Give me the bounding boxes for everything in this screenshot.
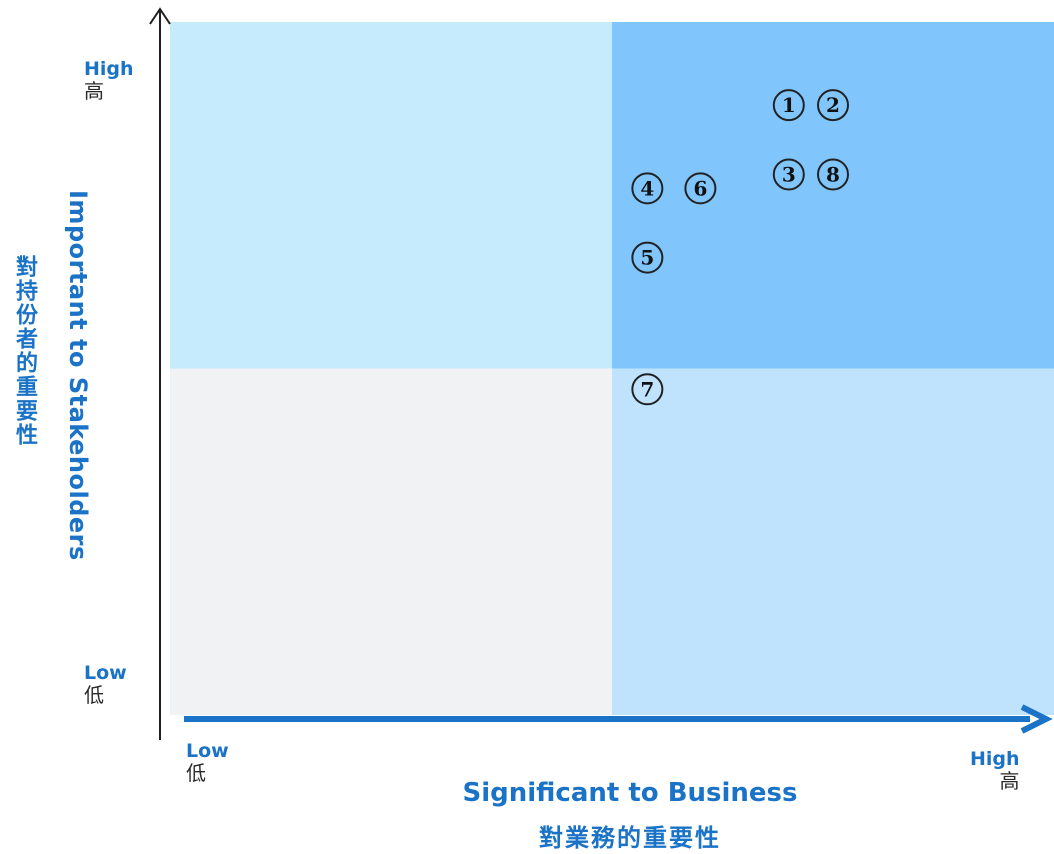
point-marker <box>684 172 717 205</box>
point-marker <box>772 89 805 122</box>
x-axis-arrowhead <box>1020 704 1053 734</box>
y-axis-arrowhead <box>149 7 171 25</box>
y-axis-title-zh: 對持份者的重要性 <box>12 255 37 447</box>
x-axis-title: Significant to Business <box>462 778 798 808</box>
point-marker <box>817 158 849 191</box>
quadrant-top-left <box>170 22 612 369</box>
point-label: 5 <box>640 246 654 270</box>
point-marker <box>631 241 664 274</box>
point-label: 4 <box>640 176 654 200</box>
point-marker <box>631 373 664 406</box>
point-label: 8 <box>826 162 840 186</box>
point-marker <box>631 172 664 205</box>
y-low-label: Low 低 <box>84 662 127 707</box>
x-low-label: Low 低 <box>186 740 229 785</box>
point-label: 1 <box>782 93 796 117</box>
y-axis-title: Important to Stakeholders <box>64 190 92 561</box>
point-label: 3 <box>782 162 796 186</box>
point-label: 6 <box>693 176 707 200</box>
point-marker <box>817 89 849 122</box>
point-marker <box>772 158 805 191</box>
y-high-label: High 高 <box>84 58 134 103</box>
x-axis-title-zh: 對業務的重要性 <box>539 824 721 852</box>
quadrant-bottom-right <box>612 368 1054 715</box>
point-label: 7 <box>640 377 654 401</box>
x-high-label: High 高 <box>970 748 1020 793</box>
point-label: 2 <box>826 93 840 117</box>
quadrant-top-right <box>612 22 1054 369</box>
quadrant-bottom-left <box>170 368 612 715</box>
